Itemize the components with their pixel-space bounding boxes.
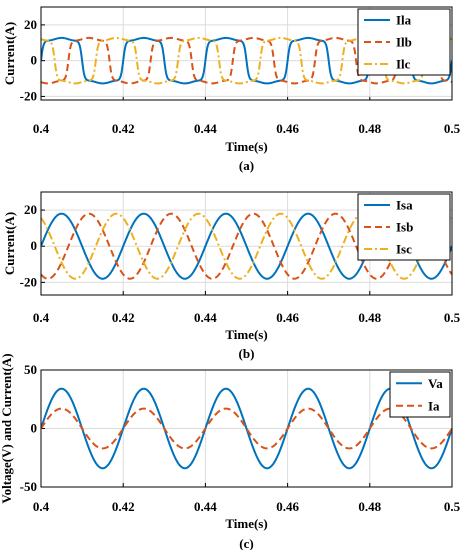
series-line-va [41, 387, 452, 470]
legend-label-ila: Ila [396, 13, 412, 28]
legend-label-isb: Isb [396, 220, 413, 235]
legend-label-isc: Isc [396, 242, 412, 257]
y-axis-label: Voltage(V) and Current(A) [0, 353, 14, 503]
x-axis-label: Time(s) [225, 327, 267, 342]
y-tick-label: 50 [24, 362, 37, 377]
y-axis-label: Current(A) [2, 22, 17, 85]
x-tick-label: 0.44 [194, 121, 217, 136]
chart-panel-c: 0.4 0.42 0.44 0.46 0.48 0.5 50 0 -50 Va Ia Time(s) V… [0, 353, 461, 550]
x-tick-label: 0.4 [33, 310, 50, 325]
legend-label-isa: Isa [396, 198, 413, 213]
y-tick-label: 0 [31, 238, 38, 253]
x-tick-label: 0.48 [358, 310, 381, 325]
x-tick-label: 0.5 [444, 499, 461, 514]
x-axis-label: Time(s) [225, 139, 267, 154]
y-tick-label: 20 [24, 202, 37, 217]
legend-label-va: Va [428, 376, 443, 391]
x-tick-label: 0.46 [276, 499, 299, 514]
chart-panel-b: 0.4 0.42 0.44 0.46 0.48 0.5 20 0 -20 Isa Isb Isc Tim… [2, 191, 461, 361]
plot-frame [40, 369, 453, 488]
plot-frame [40, 191, 453, 296]
plot-frame [40, 6, 453, 101]
y-tick-label: -50 [20, 479, 37, 494]
x-tick-label: 0.42 [112, 499, 135, 514]
y-axis-label: Current(A) [2, 212, 17, 275]
legend: Ila Ilb Ilc [357, 8, 451, 76]
y-tick-label: 20 [24, 17, 37, 32]
y-tick-label: -20 [20, 88, 37, 103]
series-line-ilb [41, 36, 452, 85]
chart-panel-a: 0.4 0.42 0.44 0.46 0.48 0.5 20 0 -20 Ila Ilb Ilc Tim… [2, 6, 461, 173]
series-line-isb [41, 212, 452, 280]
legend: Va Ia [389, 371, 451, 418]
y-tick-label: 0 [31, 421, 38, 436]
x-tick-label: 0.4 [33, 499, 50, 514]
x-tick-label: 0.46 [276, 121, 299, 136]
x-tick-label: 0.46 [276, 310, 299, 325]
x-axis-label: Time(s) [225, 516, 267, 531]
legend: Isa Isb Isc [357, 193, 451, 261]
x-tick-label: 0.42 [112, 310, 135, 325]
x-tick-label: 0.42 [112, 121, 135, 136]
legend-label-ilc: Ilc [396, 57, 411, 72]
x-tick-label: 0.48 [358, 499, 381, 514]
y-tick-label: -20 [20, 274, 37, 289]
legend-label-ilb: Ilb [396, 35, 412, 50]
panel-caption: (a) [239, 158, 254, 173]
legend-label-ia: Ia [428, 398, 440, 413]
x-tick-label: 0.5 [444, 310, 461, 325]
x-tick-label: 0.5 [444, 121, 461, 136]
y-tick-label: 0 [31, 53, 38, 68]
x-tick-label: 0.4 [33, 121, 50, 136]
x-tick-label: 0.44 [194, 499, 217, 514]
x-tick-label: 0.44 [194, 310, 217, 325]
x-tick-label: 0.48 [358, 121, 381, 136]
legend-box [389, 371, 451, 418]
series-line-ia [41, 407, 452, 450]
panel-caption: (b) [239, 346, 255, 361]
panel-caption: (c) [239, 536, 253, 550]
